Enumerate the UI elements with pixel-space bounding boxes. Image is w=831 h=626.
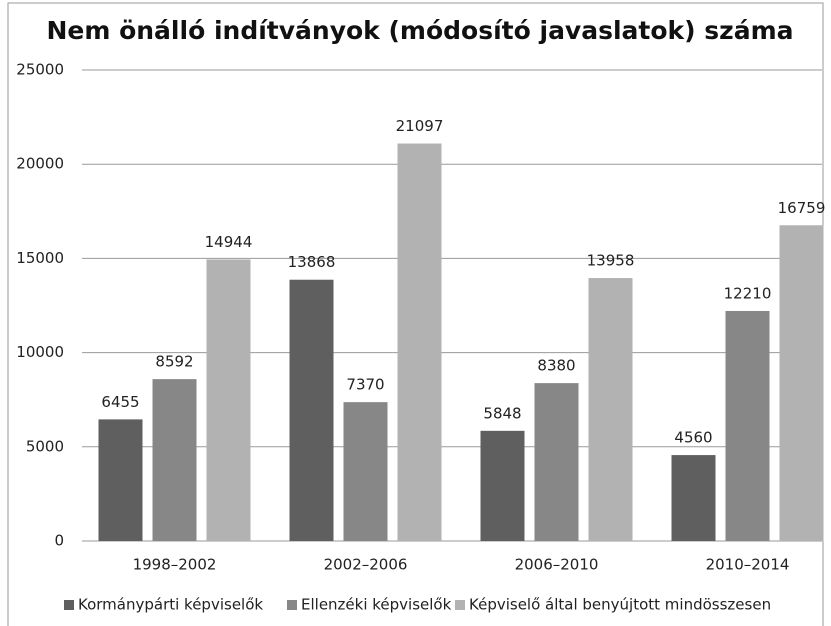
x-tick-label: 2010–2014 xyxy=(706,556,790,574)
bar xyxy=(725,310,770,541)
bar xyxy=(671,455,716,541)
chart-title: Nem önálló indítványok (módosító javasla… xyxy=(46,16,793,45)
bar xyxy=(98,419,143,541)
legend-label: Képviselő által benyújtott mindösszesen xyxy=(469,596,771,614)
data-label: 21097 xyxy=(396,117,444,135)
data-label: 8380 xyxy=(537,357,575,375)
bar xyxy=(588,278,633,541)
y-tick-label: 5000 xyxy=(26,437,64,455)
data-label: 14944 xyxy=(205,233,253,251)
data-label: 16759 xyxy=(778,199,826,217)
legend-swatch xyxy=(64,600,74,610)
x-tick-label: 1998–2002 xyxy=(133,556,217,574)
y-tick-label: 10000 xyxy=(16,343,64,361)
legend-label: Ellenzéki képviselők xyxy=(301,596,452,614)
bar xyxy=(534,383,579,541)
bar xyxy=(289,279,334,541)
y-tick-label: 25000 xyxy=(16,61,64,79)
data-label: 5848 xyxy=(483,404,521,422)
y-tick-label: 20000 xyxy=(16,155,64,173)
data-label: 13868 xyxy=(288,253,336,271)
bar xyxy=(480,430,525,541)
y-tick-label: 15000 xyxy=(16,249,64,267)
data-label: 6455 xyxy=(101,393,139,411)
bar xyxy=(152,379,197,541)
data-label: 13958 xyxy=(587,252,635,270)
y-tick-label: 0 xyxy=(54,532,64,550)
bar xyxy=(206,259,251,541)
x-tick-label: 2002–2006 xyxy=(324,556,408,574)
data-label: 4560 xyxy=(674,429,712,447)
x-tick-label: 2006–2010 xyxy=(515,556,599,574)
legend-swatch xyxy=(455,600,465,610)
data-label: 8592 xyxy=(155,353,193,371)
legend-swatch xyxy=(287,600,297,610)
data-label: 7370 xyxy=(346,376,384,394)
bar xyxy=(343,402,388,541)
data-label: 12210 xyxy=(724,284,772,302)
legend-label: Kormánypárti képviselők xyxy=(78,596,263,614)
bar xyxy=(779,225,824,541)
bar xyxy=(397,143,442,541)
